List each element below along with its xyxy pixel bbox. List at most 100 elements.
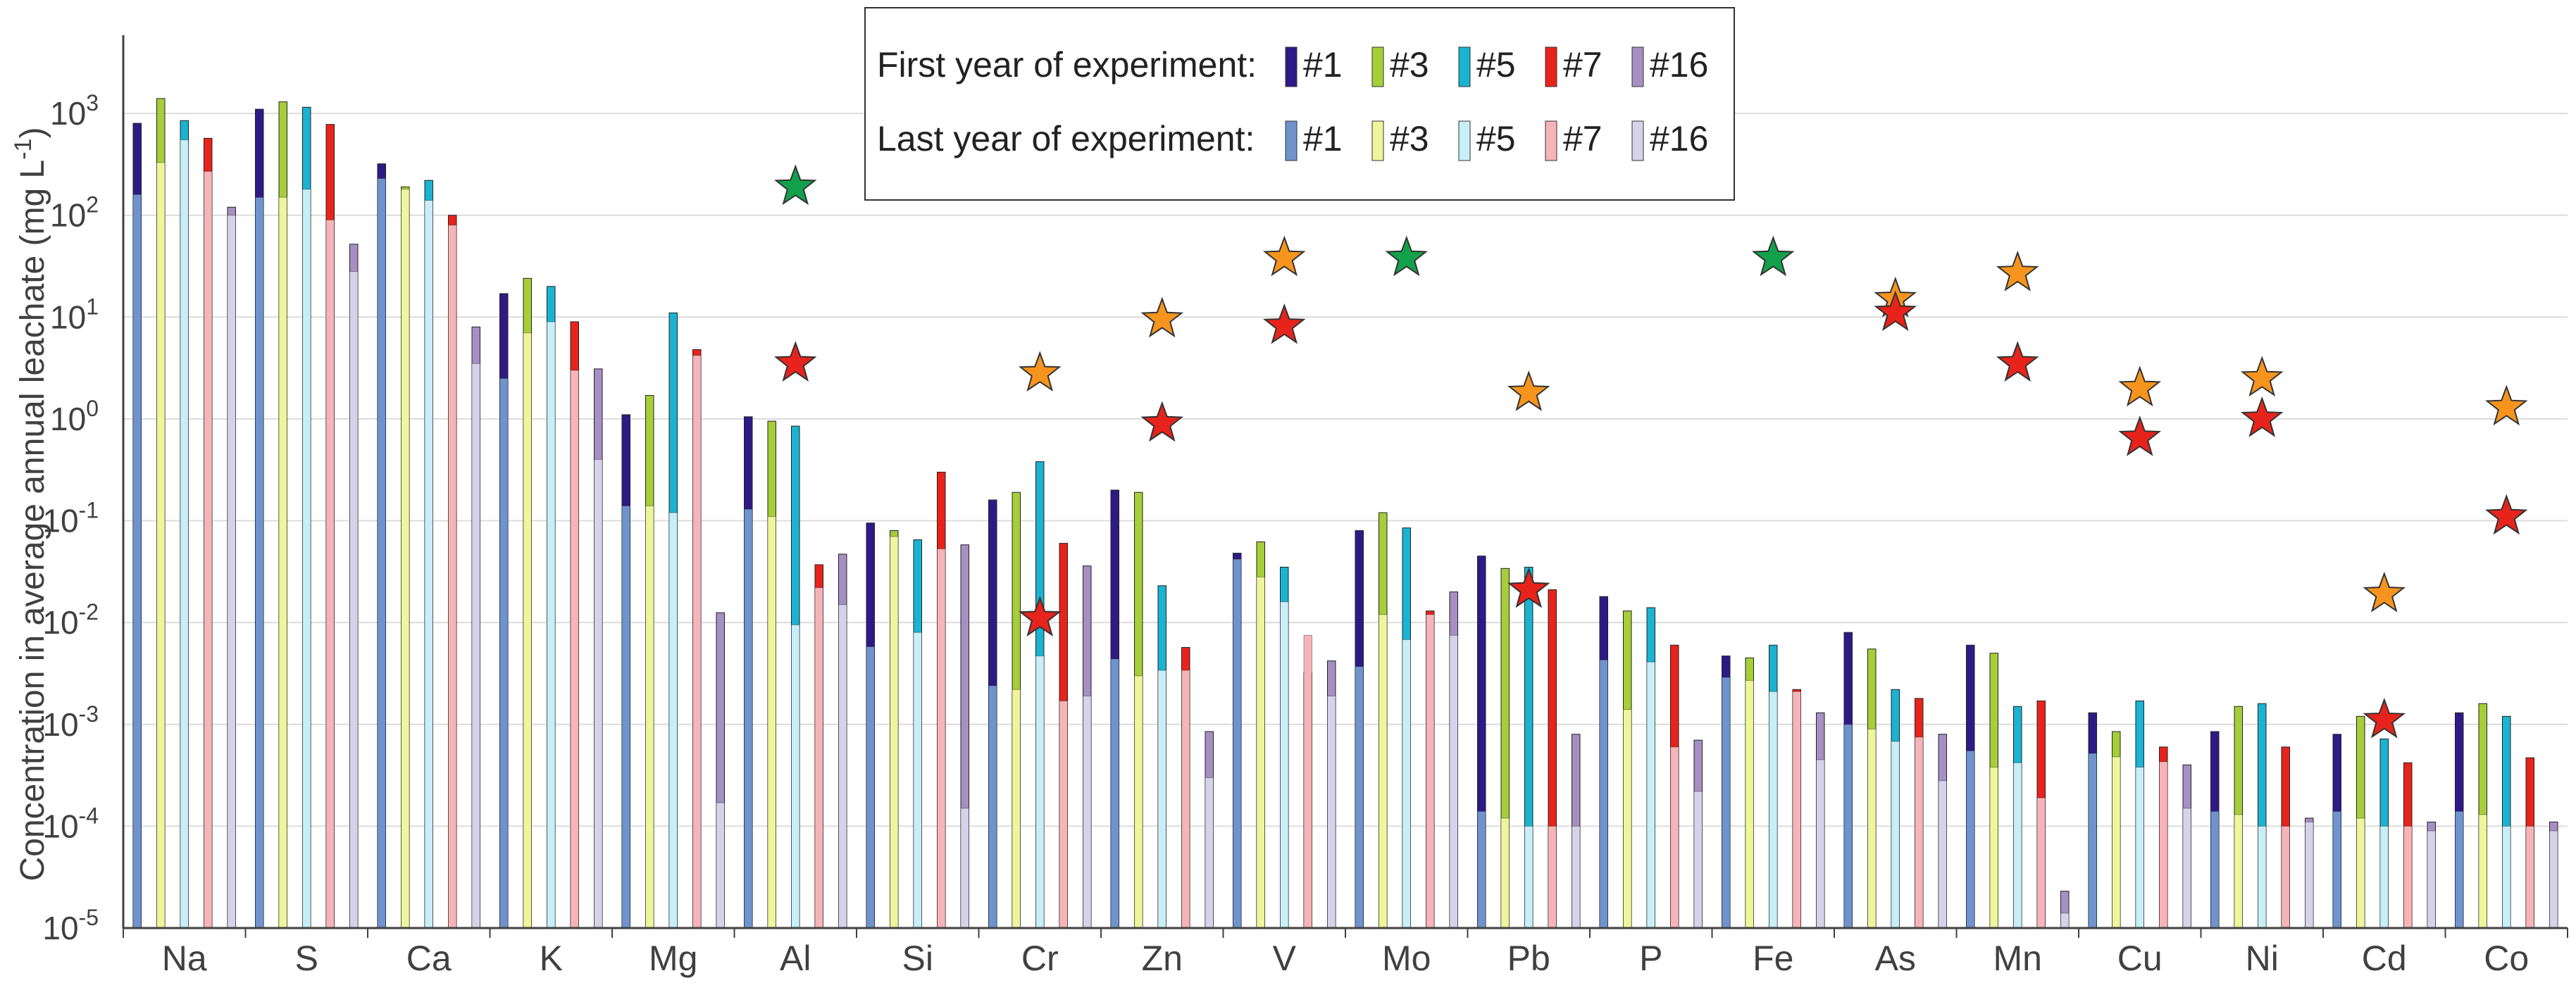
bar-last-year: [2088, 753, 2097, 929]
bar-last-year: [1670, 746, 1679, 929]
red-star-marker: [1018, 596, 1062, 637]
bar-last-year: [2332, 810, 2341, 929]
y-tick-label: 101: [50, 294, 99, 335]
x-category-label: Al: [780, 939, 811, 978]
bar-last-year: [1134, 675, 1143, 929]
bar-last-year: [1891, 741, 1900, 929]
green-star-marker: [773, 164, 817, 206]
bar-last-year: [1915, 737, 1924, 929]
bar-last-year: [132, 194, 142, 929]
bar-last-year: [1966, 750, 1975, 929]
bar-last-year: [2210, 810, 2220, 929]
x-category-label: Fe: [1753, 939, 1793, 978]
legend-last-year-label: Last year of experiment:: [877, 119, 1255, 158]
bar-last-year: [1233, 558, 1242, 929]
bar-last-year: [227, 215, 236, 929]
bar-last-year: [668, 512, 678, 929]
bar-last-year: [2112, 756, 2121, 929]
bar-last-year: [621, 505, 630, 929]
orange-star-marker: [1507, 370, 1550, 411]
bar-last-year: [1181, 670, 1190, 929]
x-category-label: Pb: [1507, 939, 1550, 978]
bar-last-year: [1599, 659, 1608, 929]
red-star-marker: [2363, 697, 2406, 739]
x-category-label: Na: [162, 939, 207, 978]
x-category-label: Si: [902, 939, 933, 978]
bar-last-year: [255, 196, 264, 929]
bar-last-year: [1524, 825, 1533, 929]
bar-last-year: [1693, 791, 1703, 929]
bar-last-year: [377, 177, 386, 929]
axes: [122, 35, 2568, 938]
x-category-label: P: [1639, 939, 1662, 978]
bar-last-year: [547, 321, 556, 929]
bar-last-year: [1989, 767, 1998, 929]
legend-entries: #1 #1 #3 #3 #5 #5 #7 #7 #16 #16: [1285, 45, 1708, 161]
bar-last-year: [1722, 677, 1731, 929]
bar-last-year: [2013, 762, 2022, 929]
gridlines: [123, 113, 2568, 929]
bar-last-year: [180, 139, 189, 929]
bar-last-year: [2234, 814, 2243, 929]
x-category-label: V: [1273, 939, 1297, 978]
bar-last-year: [1083, 695, 1092, 929]
legend: First year of experiment: Last year of e…: [864, 7, 1735, 201]
y-tick-label: 102: [50, 192, 99, 234]
legend-entry-label: #1: [1303, 45, 1343, 84]
bar-last-year: [1355, 666, 1364, 929]
bar-last-year: [866, 646, 875, 929]
red-star-marker: [2118, 415, 2162, 456]
bar-last-year: [2305, 821, 2314, 929]
bar-last-year: [2525, 825, 2534, 929]
red-star-marker: [1996, 341, 2039, 382]
y-tick-label: 10-1: [42, 498, 99, 539]
red-star-marker: [773, 341, 817, 382]
bar-last-year: [1572, 825, 1581, 929]
x-category-label: Cu: [2117, 939, 2163, 978]
y-tick-label: 10-4: [42, 803, 99, 844]
legend-entry-label: #16: [1650, 119, 1708, 158]
bar-last-year: [570, 370, 579, 929]
bar-last-year: [2427, 830, 2436, 929]
x-category-label: Co: [2484, 939, 2529, 978]
legend-box: [864, 7, 1735, 201]
bar-last-year: [302, 189, 311, 929]
bar-last-year: [204, 170, 213, 929]
orange-star-marker: [1262, 235, 1306, 277]
bar-last-year: [2258, 825, 2267, 929]
bar-last-year: [2135, 767, 2144, 929]
legend-entry-label: #16: [1650, 45, 1708, 84]
bar-last-year: [2182, 808, 2191, 929]
bar-last-year: [744, 508, 753, 929]
bar-last-year: [1303, 634, 1312, 929]
bar-last-year: [156, 162, 166, 929]
orange-star-marker: [2484, 384, 2528, 426]
red-star-marker: [2484, 494, 2528, 535]
x-category-labels: Na S Ca K Mg Al Si Cr Zn V Mo Pb P Fe As Mn Cu Ni Cd Co: [162, 939, 2529, 978]
bar-last-year: [2060, 913, 2070, 929]
green-star-marker: [1385, 235, 1429, 277]
x-category-label: Mo: [1382, 939, 1431, 978]
legend-swatch-last-year: [1285, 120, 1298, 161]
bar-last-year: [1792, 691, 1801, 929]
bar-last-year: [401, 189, 410, 929]
bar-last-year: [1449, 634, 1458, 929]
legend-swatch-last-year: [1631, 120, 1644, 161]
bar-last-year: [594, 458, 603, 929]
bar-last-year: [1035, 656, 1045, 929]
legend-swatch-first-year: [1631, 46, 1644, 87]
bar-last-year: [2036, 797, 2046, 929]
bar-last-year: [1477, 810, 1486, 929]
bar-last-year: [1646, 661, 1655, 929]
bar-last-year: [2281, 825, 2290, 929]
legend-entry-label: #5: [1476, 119, 1516, 158]
bar-last-year: [913, 632, 922, 929]
green-star-marker: [1751, 235, 1795, 277]
orange-star-marker: [2240, 356, 2284, 397]
legend-swatch-first-year: [1458, 46, 1471, 87]
bar-last-year: [1745, 679, 1754, 929]
bar-last-year: [1256, 576, 1265, 929]
orange-star-marker: [1140, 296, 1184, 338]
